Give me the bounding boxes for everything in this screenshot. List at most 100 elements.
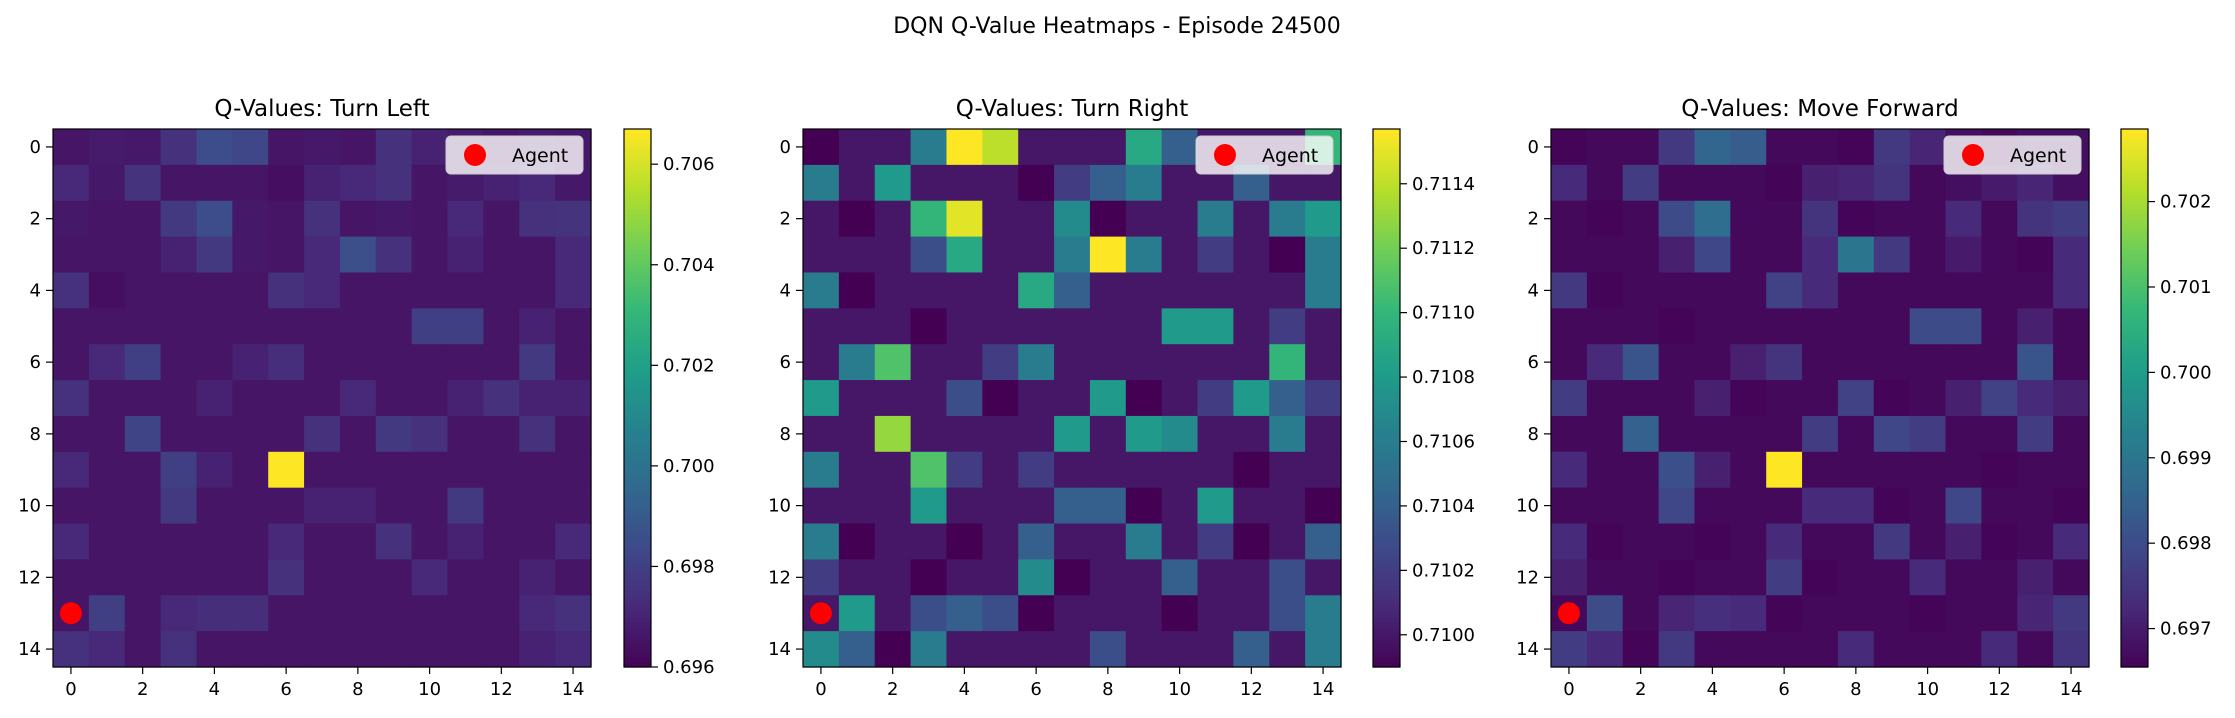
colorbar-segment (624, 626, 651, 632)
heatmap-cell (1837, 200, 1875, 238)
colorbar-segment (1373, 129, 1400, 135)
heatmap-cell (1161, 523, 1199, 560)
heatmap-cell (124, 164, 162, 202)
heatmap-cell (982, 487, 1019, 525)
colorbar-segment (1373, 137, 1400, 144)
heatmap-cell (339, 523, 377, 560)
heatmap-cell (304, 595, 341, 632)
colorbar-segment (624, 339, 651, 345)
heatmap-cell (483, 308, 520, 345)
heatmap-cell (1233, 272, 1270, 309)
heatmap-cell (1873, 308, 1911, 345)
heatmap-cell (1730, 523, 1767, 560)
heatmap-cell (232, 272, 269, 309)
heatmap-cell (1233, 595, 1270, 632)
heatmap-cell (1873, 200, 1911, 238)
heatmap-cell (2017, 523, 2054, 560)
colorbar-segment (2121, 303, 2148, 309)
heatmap-cell (483, 344, 520, 381)
colorbar-segment (1373, 433, 1400, 439)
heatmap-cell (88, 523, 126, 560)
heatmap-cell (1909, 487, 1947, 525)
heatmap-cell (447, 200, 484, 238)
heatmap-cell (1161, 129, 1199, 166)
heatmap-cell (1981, 595, 2018, 632)
heatmap-cell (2017, 487, 2054, 525)
heatmap-cell (946, 487, 983, 525)
colorbar-segment (1373, 276, 1400, 283)
y-tick-label: 14 (768, 639, 791, 660)
colorbar-segment (1373, 330, 1400, 336)
colorbar-segment (1373, 550, 1400, 556)
colorbar-tick-label: 0.696 (663, 657, 715, 678)
heatmap-cell (411, 164, 449, 202)
colorbar-segment (2121, 411, 2148, 417)
heatmap-cell (375, 380, 413, 417)
heatmap-cell (196, 451, 233, 489)
heatmap-cell (124, 487, 162, 525)
colorbar-segment (624, 554, 651, 560)
colorbar-segment (2121, 227, 2148, 233)
heatmap-cell (232, 559, 269, 596)
heatmap-cell (1054, 523, 1091, 560)
colorbar-segment (624, 451, 651, 457)
heatmap-cell (1089, 487, 1127, 525)
heatmap-cell (1730, 308, 1767, 345)
colorbar-segment (1373, 505, 1400, 511)
heatmap-cell (88, 487, 126, 525)
colorbar-segment (624, 335, 651, 341)
colorbar-tick-label: 0.702 (663, 355, 715, 376)
heatmap-cell (519, 451, 556, 489)
heatmap-cell (339, 344, 377, 381)
heatmap-cells (1551, 129, 2090, 668)
colorbar-segment (1373, 227, 1400, 233)
heatmap-cell (1305, 200, 1342, 238)
colorbar-segment (2121, 519, 2148, 525)
heatmap-cell (232, 200, 269, 238)
colorbar-segment (1373, 581, 1400, 587)
panel-turn-left: Q-Values: Turn Left 0 2 4 6 8 10 12 14 0 2 4 6 8 10 12 1… (18, 96, 714, 700)
agent-marker (59, 602, 82, 625)
heatmap-cell (1125, 631, 1163, 668)
colorbar-segment (624, 635, 651, 641)
heatmap-cell (1981, 631, 2018, 668)
heatmap-cell (555, 487, 592, 525)
heatmap-cell (1551, 164, 1588, 202)
heatmap-cell (982, 559, 1019, 596)
heatmap-cell (1730, 129, 1767, 166)
heatmap-cell (838, 451, 876, 489)
heatmap-cell (1658, 631, 1696, 668)
heatmap-cell (1766, 631, 1803, 668)
heatmap-cell (196, 308, 233, 345)
heatmap-cell (1694, 272, 1731, 309)
heatmap-cell (982, 595, 1019, 632)
heatmap-cell (1802, 487, 1839, 525)
colorbar-segment (1373, 406, 1400, 413)
heatmap-cell (411, 236, 449, 274)
x-tick-label: 6 (1030, 679, 1041, 700)
colorbar-segment (624, 317, 651, 323)
heatmap-cell (1125, 451, 1163, 489)
colorbar-segment (624, 267, 651, 274)
heatmap-cell (803, 559, 840, 596)
colorbar-segment (1373, 456, 1400, 462)
colorbar-segment (1373, 241, 1400, 247)
heatmap-cell (304, 308, 341, 345)
colorbar-segment (1373, 653, 1400, 659)
colorbar-segment (624, 137, 651, 144)
heatmap-cell (160, 344, 198, 381)
colorbar-segment (2121, 523, 2148, 529)
heatmap-cell (2053, 272, 2090, 309)
heatmap-cell (1161, 487, 1199, 525)
heatmap-cell (483, 380, 520, 417)
heatmap-cell (946, 631, 983, 668)
colorbar-segment (1373, 424, 1400, 430)
colorbar-segment (1373, 335, 1400, 341)
colorbar-segment (1373, 442, 1400, 448)
heatmap-cell (1981, 380, 2018, 417)
colorbar-segment (624, 398, 651, 404)
heatmap-cell (2017, 200, 2054, 238)
colorbar-segment (624, 362, 651, 368)
heatmap-cell (803, 236, 840, 274)
colorbar-segment (1373, 173, 1400, 179)
